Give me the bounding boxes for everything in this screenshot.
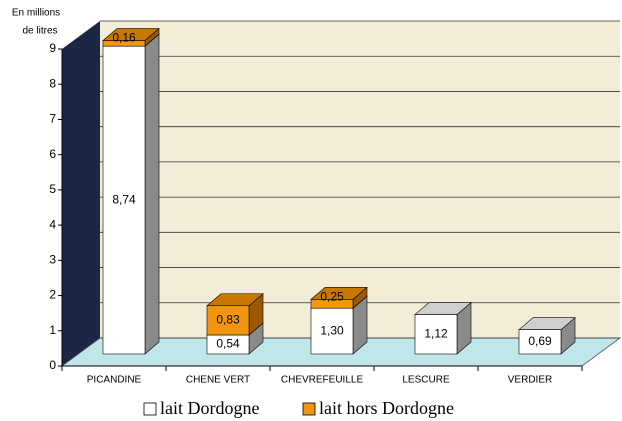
y-tick-label: 2 xyxy=(49,288,56,302)
x-tick-label: CHEVREFEUILLE xyxy=(281,375,364,386)
legend-label: lait hors Dordogne xyxy=(319,398,454,418)
x-tick-label: VERDIER xyxy=(508,375,552,386)
x-tick-label: PICANDINE xyxy=(87,375,142,386)
y-tick-label: 6 xyxy=(49,147,56,161)
side-wall xyxy=(62,21,100,366)
value-label: 0,25 xyxy=(320,290,344,304)
value-label: 8,74 xyxy=(112,192,136,206)
legend-swatch xyxy=(302,402,316,416)
bar xyxy=(206,305,250,336)
value-label: 0,69 xyxy=(528,334,552,348)
value-label: 0,83 xyxy=(216,313,240,327)
bar-side xyxy=(144,33,160,355)
legend-swatch xyxy=(143,402,157,416)
y-tick-label: 8 xyxy=(49,76,56,90)
y-tick-label: 0 xyxy=(49,358,56,372)
y-tick-label: 3 xyxy=(49,253,56,267)
bar xyxy=(518,329,562,355)
y-tick-label: 5 xyxy=(49,182,56,196)
bar xyxy=(102,40,146,47)
x-tick-label: CHENE VERT xyxy=(186,375,250,386)
x-tick-label: LESCURE xyxy=(402,375,450,386)
y-tick-label: 4 xyxy=(49,217,56,231)
bar xyxy=(414,314,458,355)
value-label: 1,30 xyxy=(320,323,344,337)
value-label: 1,12 xyxy=(424,326,448,340)
value-label: 0,16 xyxy=(112,31,136,45)
legend-label: lait Dordogne xyxy=(160,398,259,418)
bar xyxy=(310,299,354,309)
back-wall xyxy=(100,21,620,338)
value-label: 0,54 xyxy=(216,337,240,351)
y-tick-label: 7 xyxy=(49,112,56,126)
bar xyxy=(310,307,354,355)
y-tick-label: 9 xyxy=(49,41,56,55)
y-tick-label: 1 xyxy=(49,323,56,337)
y-axis-title: En millions xyxy=(12,8,60,19)
y-axis-title: de litres xyxy=(22,26,57,37)
